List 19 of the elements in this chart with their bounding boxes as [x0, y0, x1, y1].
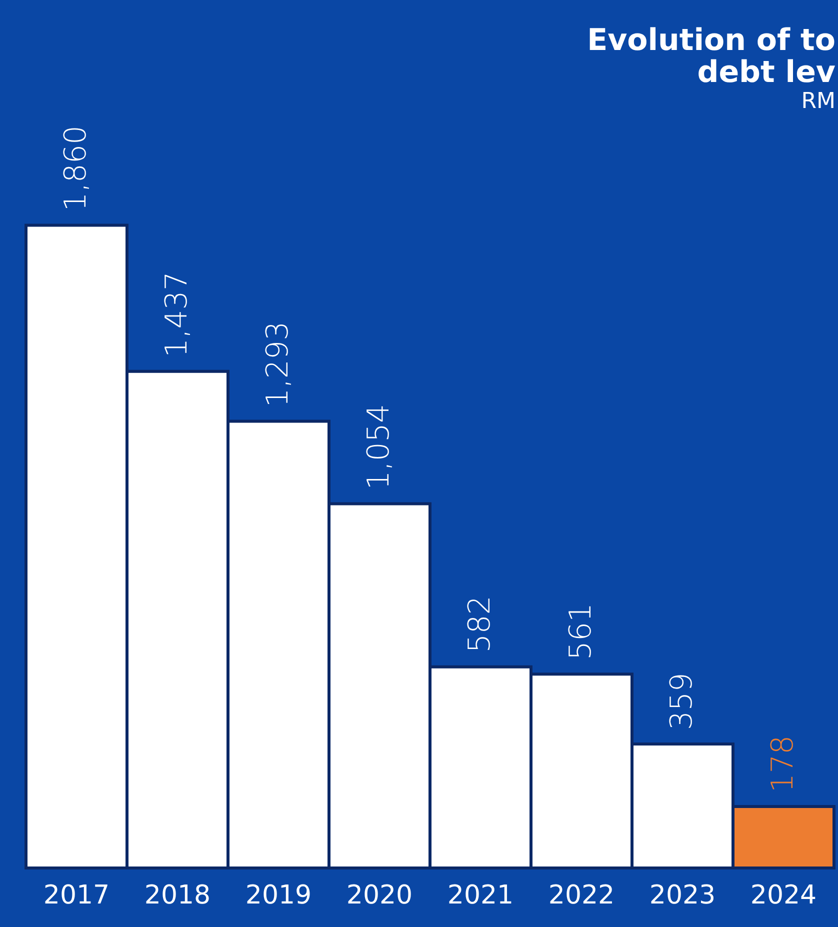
data-label: 1,054	[362, 404, 396, 490]
x-tick-label: 2021	[447, 880, 514, 910]
data-label: 561	[564, 602, 598, 660]
text: Evolution of to	[587, 23, 836, 58]
x-tick-label: 2018	[144, 880, 211, 910]
x-tick-label: 2017	[43, 880, 110, 910]
data-label: 1,293	[260, 321, 296, 408]
text: debt lev	[697, 55, 836, 90]
data-label: 178	[766, 735, 800, 792]
data-label: 359	[664, 672, 700, 730]
x-tick-label: 2020	[346, 880, 413, 910]
chart-subtitle: RM	[801, 89, 836, 114]
x-tick-label: 2019	[245, 880, 312, 910]
x-tick-label: 2024	[750, 880, 817, 910]
x-tick-label: 2023	[649, 880, 716, 910]
data-label: 1,860	[58, 125, 94, 212]
x-tick-label: 2022	[548, 880, 615, 910]
data-label: 1,437	[160, 272, 194, 358]
data-label: 582	[462, 596, 498, 653]
